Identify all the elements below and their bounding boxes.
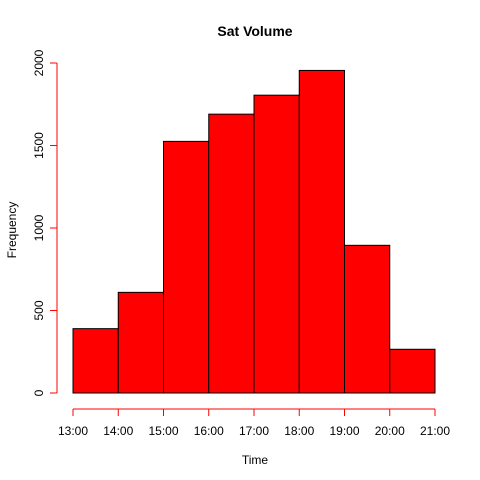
y-axis: 0 500 1000 1500 2000: [32, 49, 58, 396]
histogram-bar: [344, 244, 391, 394]
x-tick-label: 14:00: [103, 424, 133, 438]
x-tick-label: 18:00: [284, 424, 314, 438]
histogram-bar: [117, 291, 164, 394]
y-axis-label: Frequency: [5, 202, 19, 259]
x-tick-label: 19:00: [329, 424, 359, 438]
chart-title: Sat Volume: [217, 23, 292, 39]
histogram-bar: [298, 69, 345, 394]
x-tick-label: 17:00: [239, 424, 269, 438]
x-axis: 13:00 14:00 15:00 16:00 17:00 18:00 19:00 20:00…: [58, 408, 450, 438]
y-tick-label: 500: [32, 300, 46, 320]
y-tick-label: 1000: [32, 214, 46, 241]
bars-group: [72, 69, 436, 394]
x-axis-label: Time: [242, 453, 269, 467]
histogram-bar: [253, 94, 300, 394]
x-tick-label: 13:00: [58, 424, 88, 438]
histogram-bar: [72, 328, 119, 394]
histogram-bar: [163, 140, 210, 394]
y-tick-label: 0: [32, 389, 46, 396]
histogram-bar: [208, 113, 255, 394]
x-tick-label: 20:00: [375, 424, 405, 438]
x-tick-label: 21:00: [420, 424, 450, 438]
y-tick-label: 1500: [32, 132, 46, 159]
histogram-bar: [389, 348, 436, 394]
y-tick-label: 2000: [32, 49, 46, 76]
x-tick-label: 15:00: [148, 424, 178, 438]
x-tick-label: 16:00: [194, 424, 224, 438]
